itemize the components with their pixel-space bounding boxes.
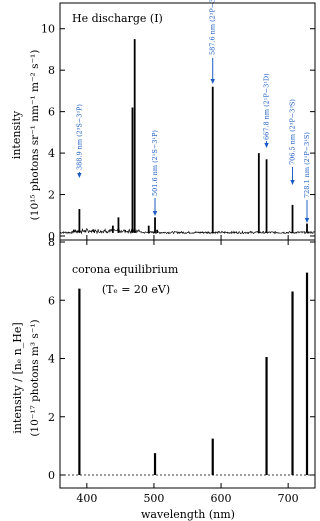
he-spectrum (59, 39, 316, 235)
bottom-y-tick-label: 4 (48, 353, 55, 366)
annotation-arrow-head (77, 173, 82, 178)
line-annotation-label: 667.8 nm (2¹P−3¹D) (263, 73, 271, 140)
bottom-x-ticks: 400 500 600 700 (76, 240, 299, 505)
annotation-arrow-head (264, 143, 269, 148)
bottom-y-tick-label: 0 (48, 469, 55, 482)
bottom-plot-frame (59, 239, 316, 489)
top-y-axis-units: (10¹⁵ photons sr⁻¹ nm⁻¹ m⁻² s⁻¹) (29, 50, 41, 221)
bottom-y-axis-label: intensity / [nₑ n_He] (11, 322, 24, 433)
bottom-panel-subtitle: (Tₑ = 20 eV) (102, 283, 170, 296)
bottom-panel-title: corona equilibrium (72, 263, 179, 276)
x-axis-label: wavelength (nm) (141, 508, 235, 521)
he-discharge-panel: 0 2 4 6 8 10 388.9 nm (2³S−3³P) 501.6 nm (2¹S−… (10, 0, 316, 243)
x-tick-label: 700 (278, 492, 299, 505)
line-annotation-label: 587.6 nm (2³P−3³D) (209, 0, 217, 55)
annotation-arrow-head (290, 180, 295, 185)
line-annotations: 388.9 nm (2³S−3³P) 501.6 nm (2¹S−3¹P) 587.… (75, 0, 311, 223)
top-y-tick-label: 6 (48, 106, 55, 119)
corona-bars (78, 272, 309, 475)
x-tick-label: 600 (211, 492, 232, 505)
top-y-ticks: 0 2 4 6 8 10 (41, 23, 315, 243)
top-x-ticks (86, 235, 289, 240)
line-annotation-label: 388.9 nm (2³S−3³P) (75, 104, 83, 170)
bottom-y-tick-label: 6 (48, 294, 55, 307)
spectrum-baseline (59, 227, 316, 235)
corona-equilibrium-panel: 0 2 4 6 8 400 500 600 700 corona equilibrium (T… (11, 236, 316, 521)
bottom-y-ticks: 0 2 4 6 8 (48, 236, 315, 482)
bottom-y-tick-label: 8 (48, 236, 55, 249)
top-y-tick-label: 0 (48, 230, 55, 243)
line-annotation-label: 728.1 nm (2¹P−3¹S) (303, 132, 311, 198)
annotation-arrow-head (210, 79, 215, 84)
top-plot-frame (59, 2, 316, 241)
annotation-arrow-head (304, 218, 310, 223)
bottom-y-tick-label: 2 (48, 411, 55, 424)
top-y-tick-label: 10 (41, 23, 55, 36)
annotation-arrow-head (152, 211, 158, 216)
top-y-tick-label: 2 (48, 189, 55, 202)
x-tick-label: 400 (76, 492, 97, 505)
line-annotation-label: 706.5 nm (2³P−3³S) (289, 99, 297, 165)
x-tick-label: 500 (143, 492, 164, 505)
line-annotation-label: 501.6 nm (2¹S−3¹P) (151, 130, 159, 196)
bottom-y-axis-units: (10⁻¹⁷ photons m³ s⁻¹) (29, 319, 41, 436)
top-y-tick-label: 4 (48, 147, 55, 160)
top-y-axis-label: intensity (10, 110, 23, 159)
top-y-tick-label: 8 (48, 64, 55, 77)
top-panel-title: He discharge (I) (72, 12, 163, 25)
